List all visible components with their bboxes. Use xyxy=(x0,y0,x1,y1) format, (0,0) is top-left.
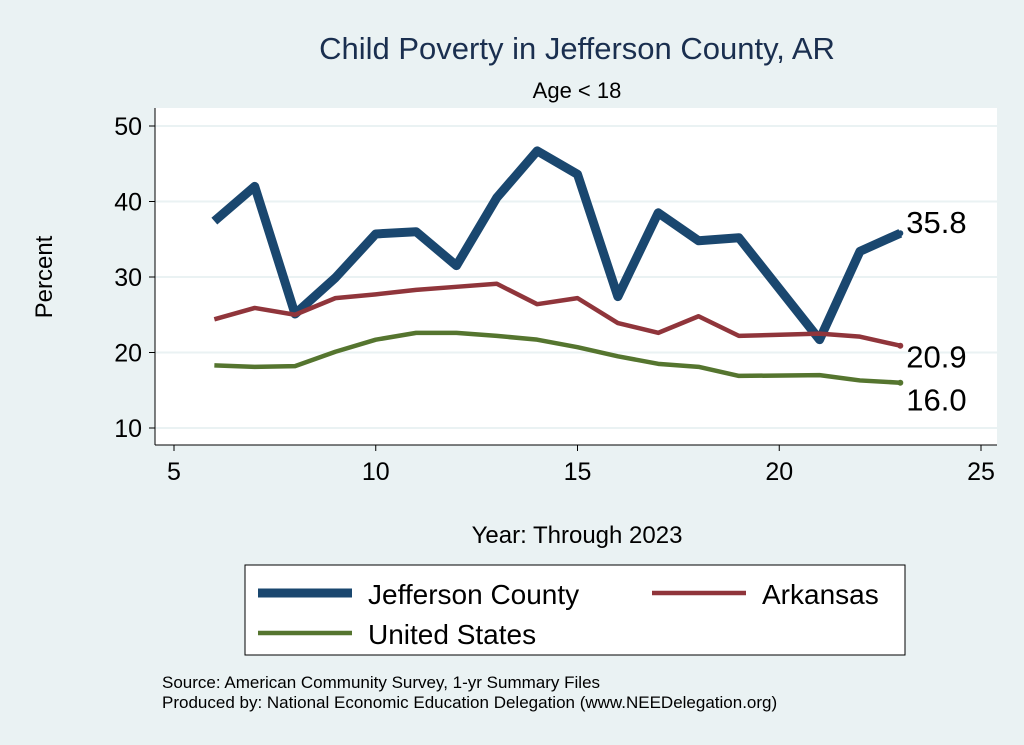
y-tick-label: 20 xyxy=(114,340,142,368)
end-point-marker xyxy=(897,230,904,237)
y-axis-label: Percent xyxy=(31,235,58,318)
end-point-marker xyxy=(897,379,904,386)
source-note: Source: American Community Survey, 1-yr … xyxy=(162,673,600,692)
producer-note: Produced by: National Economic Education… xyxy=(162,693,777,712)
chart-subtitle: Age < 18 xyxy=(533,78,622,103)
x-tick-label: 20 xyxy=(765,458,793,486)
x-axis-label: Year: Through 2023 xyxy=(472,522,683,549)
legend-label-united-states: United States xyxy=(368,619,536,650)
legend-label-jefferson-county: Jefferson County xyxy=(368,579,579,610)
x-tick-label: 5 xyxy=(167,458,181,486)
y-tick-label: 40 xyxy=(114,189,142,217)
y-tick-label: 10 xyxy=(114,415,142,443)
y-tick-label: 30 xyxy=(114,264,142,292)
end-value-label: 35.8 xyxy=(906,205,966,240)
end-value-label: 16.0 xyxy=(906,383,966,418)
series-line-united-states xyxy=(214,330,901,385)
legend: Jefferson County Arkansas United States xyxy=(244,564,906,656)
legend-box xyxy=(244,564,906,656)
end-value-label: 20.9 xyxy=(906,340,966,375)
y-tick-label: 50 xyxy=(114,113,142,141)
x-tick-label: 15 xyxy=(564,458,592,486)
end-point-marker xyxy=(897,342,904,349)
chart-title: Child Poverty in Jefferson County, AR xyxy=(319,31,835,66)
x-tick-label: 10 xyxy=(362,458,390,486)
x-tick-label: 25 xyxy=(967,458,995,486)
series-line-jefferson-county xyxy=(211,146,903,345)
legend-label-arkansas: Arkansas xyxy=(762,579,879,610)
series-line-arkansas xyxy=(213,281,901,348)
